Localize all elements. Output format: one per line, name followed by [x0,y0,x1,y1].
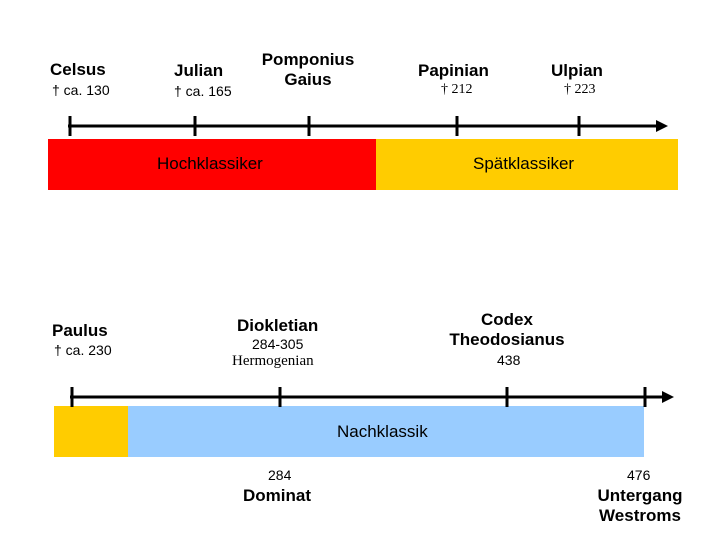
paulus-yellow-band [54,406,128,457]
top-timeline-arrow [656,120,668,132]
top-timeline [68,116,660,136]
bottom-timeline [70,387,665,407]
diokletian-name: Diokletian [237,316,319,335]
codex-year: 438 [497,352,521,368]
dominat-year: 284 [268,467,292,483]
hochklassiker-label: Hochklassiker [157,154,263,173]
paulus-death: † ca. 230 [54,342,112,358]
nachklassik-label: Nachklassik [337,422,428,441]
diokletian-years: 284-305 [252,336,304,352]
codex-name: Codex [481,310,533,329]
codex-theodosianus: Codex Theodosianus [440,310,574,349]
dominat-name: Dominat [243,486,311,505]
papinian-name: Papinian [418,61,489,80]
untergang-year: 476 [627,467,651,483]
pomponius-name: Pomponius [261,50,355,69]
paulus-name: Paulus [52,321,108,340]
untergang-westroms: Untergang Westroms [586,486,694,525]
hermogenian-name: Hermogenian [232,353,314,369]
gaius-name: Gaius [284,69,332,89]
theodosianus-name: Theodosianus [449,329,565,349]
bottom-timeline-arrow [662,391,674,403]
julian-name: Julian [174,61,224,80]
spaetklassiker-band [376,139,678,190]
nachklassik-band [128,406,644,457]
ulpian-death: † 223 [564,82,596,97]
pomponius-gaius: Pomponius Gaius [252,50,364,89]
hochklassiker-band [48,139,376,190]
westroms-name: Westroms [599,505,681,525]
papinian-death: † 212 [441,82,473,97]
julian-death: † ca. 165 [174,83,232,99]
untergang-name: Untergang [597,486,683,505]
celsus-name: Celsus [50,60,106,79]
ulpian-name: Ulpian [551,61,603,80]
celsus-death: † ca. 130 [52,82,110,98]
spaetklassiker-label: Spätklassiker [473,154,575,173]
